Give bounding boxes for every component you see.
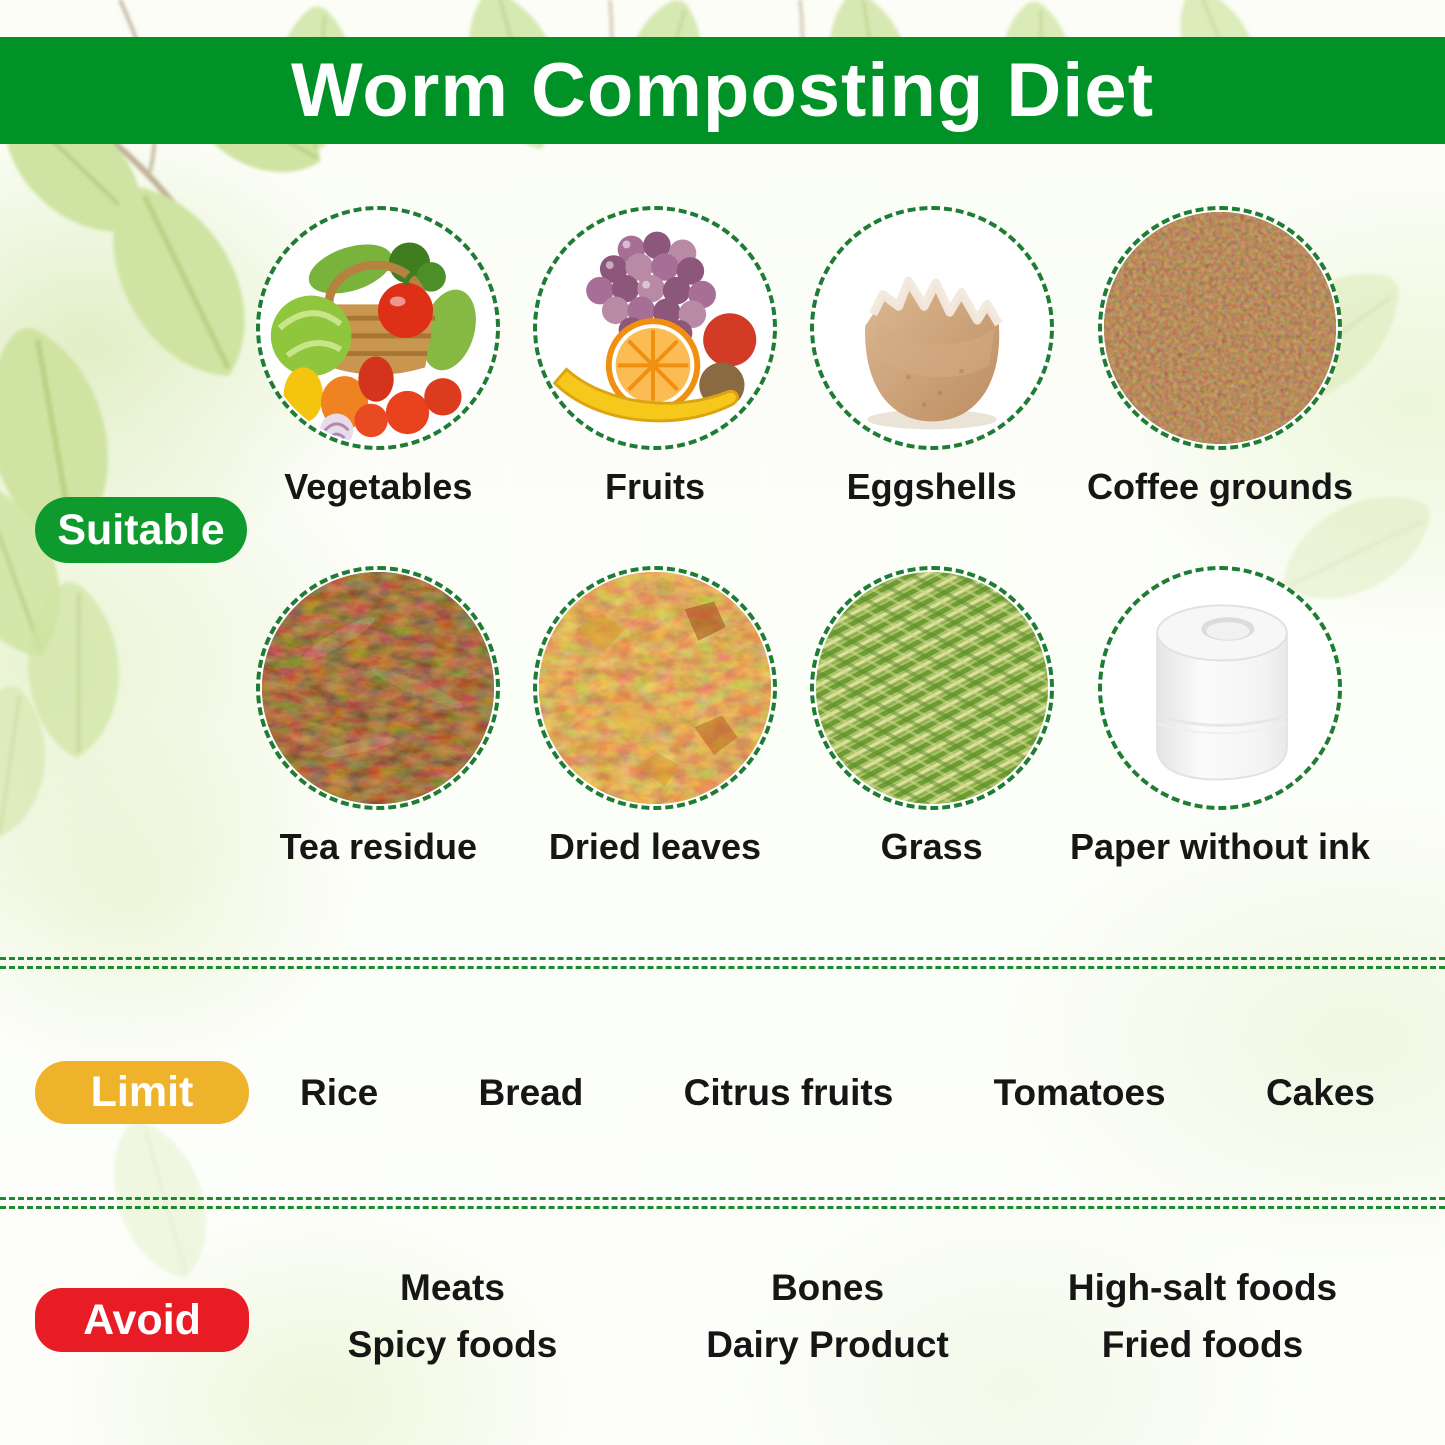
suitable-badge: Suitable: [35, 497, 247, 563]
title-banner: Worm Composting Diet: [0, 37, 1445, 144]
limit-item-bread: Bread: [478, 1071, 584, 1113]
avoid-item-bones: Bones: [770, 1266, 885, 1308]
suitable-items-grid: Vegetables: [240, 206, 1370, 868]
suitable-item-paper: Paper without ink: [1070, 566, 1370, 868]
grass-photo: [809, 566, 1054, 810]
suitable-item-dried-leaves: Dried leaves: [517, 566, 794, 868]
eggshells-label: Eggshells: [846, 466, 1017, 507]
tea-residue-label: Tea residue: [279, 826, 478, 867]
eggshells-photo: [809, 206, 1054, 450]
page-title: Worm Composting Diet: [290, 47, 1154, 133]
suitable-item-eggshells: Eggshells: [793, 206, 1070, 508]
suitable-item-vegetables: Vegetables: [240, 206, 517, 508]
limit-item-tomatoes: Tomatoes: [993, 1071, 1166, 1113]
fruits-photo: [532, 206, 777, 450]
avoid-items-grid: Meats Bones High-salt foods Spicy foods …: [265, 1259, 1390, 1373]
avoid-item-dairy-product: Dairy Product: [706, 1323, 949, 1365]
dashed-divider-top: [0, 957, 1445, 969]
avoid-item-meats: Meats: [400, 1266, 505, 1308]
avoid-item-fried-foods: Fried foods: [1101, 1323, 1304, 1365]
dried-leaves-label: Dried leaves: [548, 826, 762, 867]
avoid-item-spicy-foods: Spicy foods: [347, 1323, 558, 1365]
dried-leaves-photo: [532, 566, 777, 810]
coffee-grounds-photo: [1097, 206, 1342, 450]
fruits-label: Fruits: [604, 466, 705, 507]
dashed-divider-bottom: [0, 1197, 1445, 1209]
suitable-item-fruits: Fruits: [517, 206, 794, 508]
tea-residue-photo: [256, 566, 501, 810]
suitable-item-coffee-grounds: Coffee grounds: [1070, 206, 1370, 508]
suitable-item-grass: Grass: [793, 566, 1070, 868]
suitable-badge-label: Suitable: [57, 505, 225, 554]
grass-label: Grass: [880, 826, 983, 867]
paper-roll-photo: [1097, 566, 1342, 810]
limit-badge: Limit: [35, 1061, 249, 1124]
limit-item-rice: Rice: [300, 1071, 379, 1113]
vegetables-label: Vegetables: [284, 466, 473, 507]
avoid-badge: Avoid: [35, 1288, 249, 1352]
limit-item-cakes: Cakes: [1265, 1071, 1375, 1113]
limit-item-citrus-fruits: Citrus fruits: [683, 1071, 894, 1113]
coffee-grounds-label: Coffee grounds: [1086, 466, 1353, 507]
vegetables-photo: [256, 206, 501, 450]
suitable-item-tea-residue: Tea residue: [240, 566, 517, 868]
paper-without-ink-label: Paper without ink: [1069, 826, 1370, 867]
limit-badge-label: Limit: [90, 1068, 194, 1116]
limit-items-row: Rice Bread Citrus fruits Tomatoes Cakes: [300, 1061, 1375, 1124]
avoid-badge-label: Avoid: [83, 1295, 201, 1344]
avoid-item-high-salt-foods: High-salt foods: [1067, 1266, 1338, 1308]
